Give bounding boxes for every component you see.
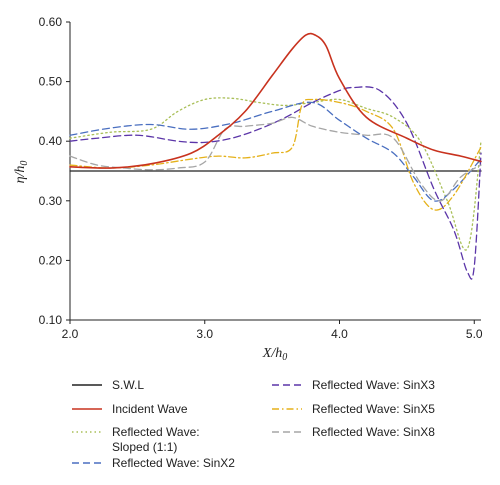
series-line-1 bbox=[69, 32, 482, 169]
legend: S.W.L Incident Wave Reflected Wave: Sloped … bbox=[72, 378, 435, 470]
x-tick-label: 3.0 bbox=[196, 327, 213, 341]
legend-label: S.W.L bbox=[112, 378, 144, 392]
legend-entry: S.W.L bbox=[72, 378, 144, 392]
x-tick-label: 2.0 bbox=[62, 327, 79, 341]
legend-entry: Incident Wave bbox=[72, 402, 188, 416]
series-line-4 bbox=[69, 86, 482, 280]
legend-label: Reflected Wave: SinX2 bbox=[112, 456, 235, 470]
x-axis-ticks: 2.0 3.0 4.0 5.0 bbox=[62, 320, 483, 341]
legend-entry: Reflected Wave: SinX3 bbox=[272, 378, 435, 392]
legend-entry: Reflected Wave: SinX5 bbox=[272, 402, 435, 416]
y-tick-label: 0.10 bbox=[39, 313, 63, 327]
legend-label: Reflected Wave: Sloped (1:1) bbox=[112, 425, 200, 454]
y-tick-label: 0.50 bbox=[39, 75, 63, 89]
legend-entry: Reflected Wave: SinX8 bbox=[272, 425, 435, 439]
y-tick-label: 0.30 bbox=[39, 194, 63, 208]
legend-label: Reflected Wave: SinX3 bbox=[312, 378, 435, 392]
x-tick-label: 5.0 bbox=[466, 327, 483, 341]
series-layer bbox=[69, 32, 482, 280]
x-tick-label: 4.0 bbox=[331, 327, 348, 341]
y-tick-label: 0.40 bbox=[39, 134, 63, 148]
y-tick-label: 0.60 bbox=[39, 15, 63, 29]
x-axis-title: X/h0 bbox=[262, 346, 287, 363]
y-axis-title: η/h0 bbox=[13, 161, 30, 184]
legend-entry: Reflected Wave: SinX2 bbox=[72, 456, 235, 470]
series-line-5 bbox=[69, 98, 482, 211]
y-axis-ticks: 0.10 0.20 0.30 0.40 0.50 0.60 bbox=[39, 15, 70, 327]
legend-label: Reflected Wave: SinX5 bbox=[312, 402, 435, 416]
series-line-2 bbox=[69, 97, 482, 251]
legend-label: Incident Wave bbox=[112, 402, 188, 416]
series-line-6 bbox=[69, 116, 482, 202]
legend-label: Reflected Wave: SinX8 bbox=[312, 425, 435, 439]
legend-entry: Reflected Wave: Sloped (1:1) bbox=[72, 425, 200, 454]
plot-area bbox=[69, 22, 482, 321]
y-tick-label: 0.20 bbox=[39, 253, 63, 267]
